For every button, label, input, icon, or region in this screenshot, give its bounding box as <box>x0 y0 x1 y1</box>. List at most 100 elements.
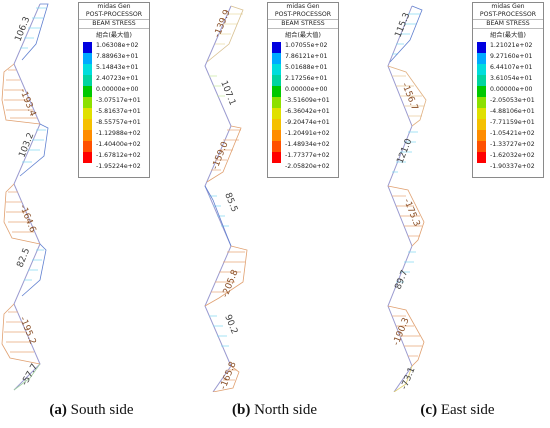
legend-row: 7.88963e+01 <box>79 53 149 64</box>
legend-combo: 組合(最大值) <box>285 32 321 39</box>
legend-swatch <box>83 64 92 75</box>
stress-label: -57.7 <box>20 362 40 387</box>
caption-east: (c) East side <box>366 402 549 419</box>
legend-scale: 1.06308e+02 7.88963e+01 5.14843e+01 2.40… <box>79 42 149 171</box>
legend-swatch <box>272 119 281 130</box>
legend-row: -1.67812e+02 <box>79 152 149 163</box>
legend-swatch <box>272 86 281 97</box>
legend-row: -1.33727e+02 <box>473 141 543 152</box>
legend-row: -1.48934e+02 <box>268 141 338 152</box>
stress-label: 82.5 <box>16 247 33 269</box>
legend-swatch <box>477 130 486 141</box>
legend-swatch <box>272 141 281 152</box>
legend-swatch <box>272 42 281 53</box>
legend-row: 3.61054e+01 <box>473 75 543 86</box>
legend-value: 2.17256e+01 <box>285 75 328 82</box>
panel-north: -139.9 107.1 -159.0 85.5 -205.8 90.2 -16… <box>183 0 366 418</box>
beam-diagram-south <box>1 3 49 391</box>
legend-row: 6.44107e+01 <box>473 64 543 75</box>
legend-row: -1.20491e+02 <box>268 130 338 141</box>
legend-value: -1.95224e+02 <box>96 163 141 170</box>
legend-value: -9.20474e+01 <box>285 119 330 126</box>
stress-label: -159.0 <box>211 140 231 171</box>
legend-north: midas Gen POST-PROCESSOR BEAM STRESS 組合(… <box>267 2 339 178</box>
legend-swatch <box>83 119 92 130</box>
stress-label: -165.8 <box>219 360 239 391</box>
beam-diagram-north <box>204 5 248 392</box>
legend-swatch <box>83 141 92 152</box>
legend-row: 5.14843e+01 <box>79 64 149 75</box>
legend-value: -1.77377e+02 <box>285 152 330 159</box>
legend-value: -1.90337e+02 <box>490 163 535 170</box>
legend-swatch <box>83 97 92 108</box>
legend-row: 0.00000e+00 <box>268 86 338 97</box>
legend-row: -1.05421e+02 <box>473 130 543 141</box>
legend-swatch <box>477 75 486 86</box>
legend-row: 1.21021e+02 <box>473 42 543 53</box>
legend-value: -1.20491e+02 <box>285 130 330 137</box>
legend-row: -8.55757e+01 <box>79 119 149 130</box>
legend-row: -1.95224e+02 <box>79 163 149 171</box>
legend-row: -5.81637e+01 <box>79 108 149 119</box>
legend-title: midas Gen <box>491 3 525 10</box>
legend-value: -1.12988e+02 <box>96 130 141 137</box>
legend-row: -9.20474e+01 <box>268 119 338 130</box>
legend-value: -6.36042e+01 <box>285 108 330 115</box>
stress-label: 106.3 <box>14 15 33 43</box>
stress-label: -193.4 <box>17 87 37 118</box>
legend-swatch <box>477 53 486 64</box>
legend-value: 0.00000e+00 <box>285 86 328 93</box>
legend-swatch <box>272 64 281 75</box>
legend-value: -7.71159e+01 <box>490 119 535 126</box>
legend-east: midas Gen POST-PROCESSOR BEAM STRESS 組合(… <box>472 2 544 178</box>
legend-value: -8.55757e+01 <box>96 119 141 126</box>
legend-row: -3.07517e+01 <box>79 97 149 108</box>
stress-label: 115.3 <box>394 11 413 39</box>
stress-label: 89.7 <box>394 269 411 291</box>
legend-row: 7.86121e+01 <box>268 53 338 64</box>
legend-swatch <box>477 97 486 108</box>
legend-swatch <box>83 108 92 119</box>
legend-row: 9.27160e+01 <box>473 53 543 64</box>
legend-swatch <box>477 42 486 53</box>
legend-swatch <box>477 152 486 163</box>
legend-scale: 1.21021e+02 9.27160e+01 6.44107e+01 3.61… <box>473 42 543 171</box>
legend-row: -1.12988e+02 <box>79 130 149 141</box>
legend-value: 1.21021e+02 <box>490 42 533 49</box>
caption-letter: (b) <box>231 402 251 418</box>
caption-letter: (a) <box>49 402 67 418</box>
legend-row: -4.88106e+01 <box>473 108 543 119</box>
legend-title: midas Gen <box>97 3 131 10</box>
legend-swatch <box>272 130 281 141</box>
caption-north: (b) North side <box>183 402 366 419</box>
legend-row: 2.17256e+01 <box>268 75 338 86</box>
legend-value: 9.27160e+01 <box>490 53 533 60</box>
legend-swatch <box>272 108 281 119</box>
caption-south: (a) South side <box>0 402 183 419</box>
stress-label: -73.1 <box>400 366 418 391</box>
legend-value: 6.44107e+01 <box>490 64 533 71</box>
legend-value: -1.62032e+02 <box>490 152 535 159</box>
legend-value: -1.33727e+02 <box>490 141 535 148</box>
legend-value: 7.88963e+01 <box>96 53 139 60</box>
legend-subtitle: POST-PROCESSOR <box>274 11 332 18</box>
panel-south: 106.3 -193.4 103.2 -164.6 82.5 -195.2 -5… <box>0 0 183 418</box>
legend-south: midas Gen POST-PROCESSOR BEAM STRESS 組合(… <box>78 2 150 178</box>
legend-swatch <box>272 152 281 163</box>
legend-value: -1.67812e+02 <box>96 152 141 159</box>
stress-label: -175.3 <box>401 197 421 228</box>
legend-row: 0.00000e+00 <box>473 86 543 97</box>
legend-combo: 組合(最大值) <box>96 32 132 39</box>
legend-row: 2.40723e+01 <box>79 75 149 86</box>
legend-row: -6.36042e+01 <box>268 108 338 119</box>
legend-row: -1.77377e+02 <box>268 152 338 163</box>
beam-diagram-east <box>387 5 427 392</box>
legend-swatch <box>83 42 92 53</box>
caption-letter: (c) <box>420 402 438 418</box>
legend-row: -2.05820e+02 <box>268 163 338 171</box>
stress-label: -164.6 <box>17 203 37 234</box>
legend-swatch <box>477 108 486 119</box>
legend-value: 0.00000e+00 <box>490 86 533 93</box>
legend-value: -4.88106e+01 <box>490 108 535 115</box>
legend-swatch <box>83 86 92 97</box>
